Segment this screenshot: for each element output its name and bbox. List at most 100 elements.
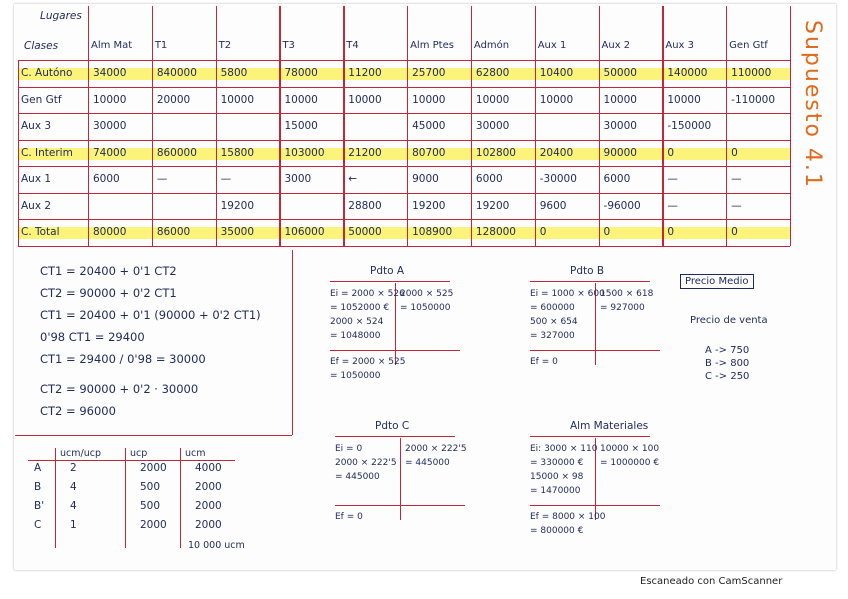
cell: — <box>731 199 742 212</box>
side-title: Supuesto 4.1 <box>800 20 825 189</box>
equation: CT2 = 96000 <box>40 404 116 418</box>
rule <box>530 350 660 352</box>
rule <box>530 281 650 283</box>
price-heading: Precio de venta <box>690 315 768 326</box>
rule <box>530 436 650 438</box>
rule <box>125 448 127 548</box>
block-line: Ei: 3000 × 110 <box>530 444 598 454</box>
paper <box>14 4 836 570</box>
equation: CT2 = 90000 + 0'2 · 30000 <box>40 382 199 396</box>
cell: 0 <box>731 146 738 159</box>
cell: 10000 <box>603 93 637 106</box>
equation: CT1 = 20400 + 0'1 CT2 <box>40 264 177 278</box>
ratio-cell: 2 <box>70 462 77 474</box>
cell: 30000 <box>93 120 127 132</box>
cell: 6000 <box>475 173 503 185</box>
rule <box>534 6 537 246</box>
block-title: Pdto B <box>570 265 605 277</box>
row-label: Gen Gtf <box>21 93 62 106</box>
row-label: Aux 2 <box>21 199 52 212</box>
cell: 860000 <box>156 146 197 159</box>
block-line: 500 × 654 <box>530 317 578 327</box>
rule <box>395 283 397 365</box>
equation: CT1 = 29400 / 0'98 = 30000 <box>40 352 206 366</box>
column-header: T2 <box>218 40 232 51</box>
block-line: = 1050000 <box>400 303 451 313</box>
block-title: Pdto C <box>375 420 410 432</box>
cell: 35000 <box>220 226 255 238</box>
cell: 30000 <box>603 120 637 132</box>
row-label: C. Total <box>21 226 60 238</box>
rule <box>151 6 154 246</box>
cell: 25700 <box>412 67 446 79</box>
rule <box>28 460 235 462</box>
ratio-header: ucm <box>185 448 206 459</box>
price-line: A -> 750 <box>705 345 750 356</box>
rule <box>790 6 792 246</box>
block-line: 2000 × 524 <box>330 317 384 327</box>
block-line: 2000 × 222'5 <box>335 458 397 468</box>
block-line: Ef = 8000 × 100 <box>530 512 606 522</box>
cell: 3000 <box>284 173 312 185</box>
ratio-cell: 4 <box>70 481 77 493</box>
block-line: = 1052000 € <box>330 303 390 313</box>
ratio-cell: 4 <box>70 500 77 512</box>
rule <box>470 6 473 246</box>
cell: 50000 <box>348 226 382 238</box>
rule <box>18 219 790 221</box>
column-header: Admón <box>473 40 510 51</box>
rule <box>18 60 20 246</box>
block-line: Ei = 0 <box>335 444 363 454</box>
cell: 80000 <box>93 226 127 238</box>
ratio-cell: 500 <box>140 500 161 512</box>
rule <box>18 166 790 168</box>
cell: 0 <box>603 226 611 238</box>
rule <box>279 6 281 246</box>
ratio-total: 10 000 ucm <box>188 540 245 551</box>
cell: 110000 <box>731 67 772 79</box>
cell: 102800 <box>475 146 516 159</box>
cell: 30000 <box>475 120 510 132</box>
ratio-cell: 500 <box>140 481 161 493</box>
column-header: T3 <box>282 40 295 51</box>
ratio-cell: 2000 <box>195 500 222 512</box>
cell: 21200 <box>348 146 382 159</box>
cell: 0 <box>667 146 675 159</box>
ratio-cell: 2000 <box>195 519 222 531</box>
block-title: Pdto A <box>370 265 405 277</box>
rule <box>18 60 790 62</box>
block-line: = 327000 <box>530 331 575 341</box>
cell: ← <box>348 173 358 185</box>
column-header: Aux 2 <box>601 40 631 51</box>
cell: — <box>220 173 232 185</box>
cell: — <box>667 173 678 185</box>
cell: -96000 <box>603 199 641 212</box>
block-line: Ef = 0 <box>530 357 558 367</box>
cell: -150000 <box>667 120 712 132</box>
block-line: = 1470000 <box>530 486 581 496</box>
cell: 50000 <box>603 67 637 79</box>
block-line: 15000 × 98 <box>530 472 584 482</box>
price-box: Precio Medio <box>680 274 754 289</box>
footer: Escaneado con CamScanner <box>640 576 783 587</box>
rule <box>530 505 660 507</box>
cell: 10400 <box>539 67 574 79</box>
highlight <box>18 68 790 80</box>
cell: 9000 <box>412 173 439 185</box>
block-line: 1500 × 618 <box>600 289 654 299</box>
row-label: Aux 1 <box>21 173 52 185</box>
cell: 10000 <box>284 93 318 106</box>
rule <box>407 6 409 246</box>
equation: CT2 = 90000 + 0'2 CT1 <box>40 286 177 300</box>
cell: 6000 <box>603 173 631 185</box>
block-line: = 445000 <box>405 458 450 468</box>
cell: 10000 <box>475 93 510 106</box>
equation: CT1 = 20400 + 0'1 (90000 + 0'2 CT1) <box>40 308 261 322</box>
rule <box>330 350 460 352</box>
cell: 140000 <box>667 67 708 79</box>
block-line: = 600000 <box>530 303 575 313</box>
cell: 11200 <box>348 67 382 79</box>
column-header: T1 <box>154 40 168 51</box>
cell: 6000 <box>93 173 120 185</box>
